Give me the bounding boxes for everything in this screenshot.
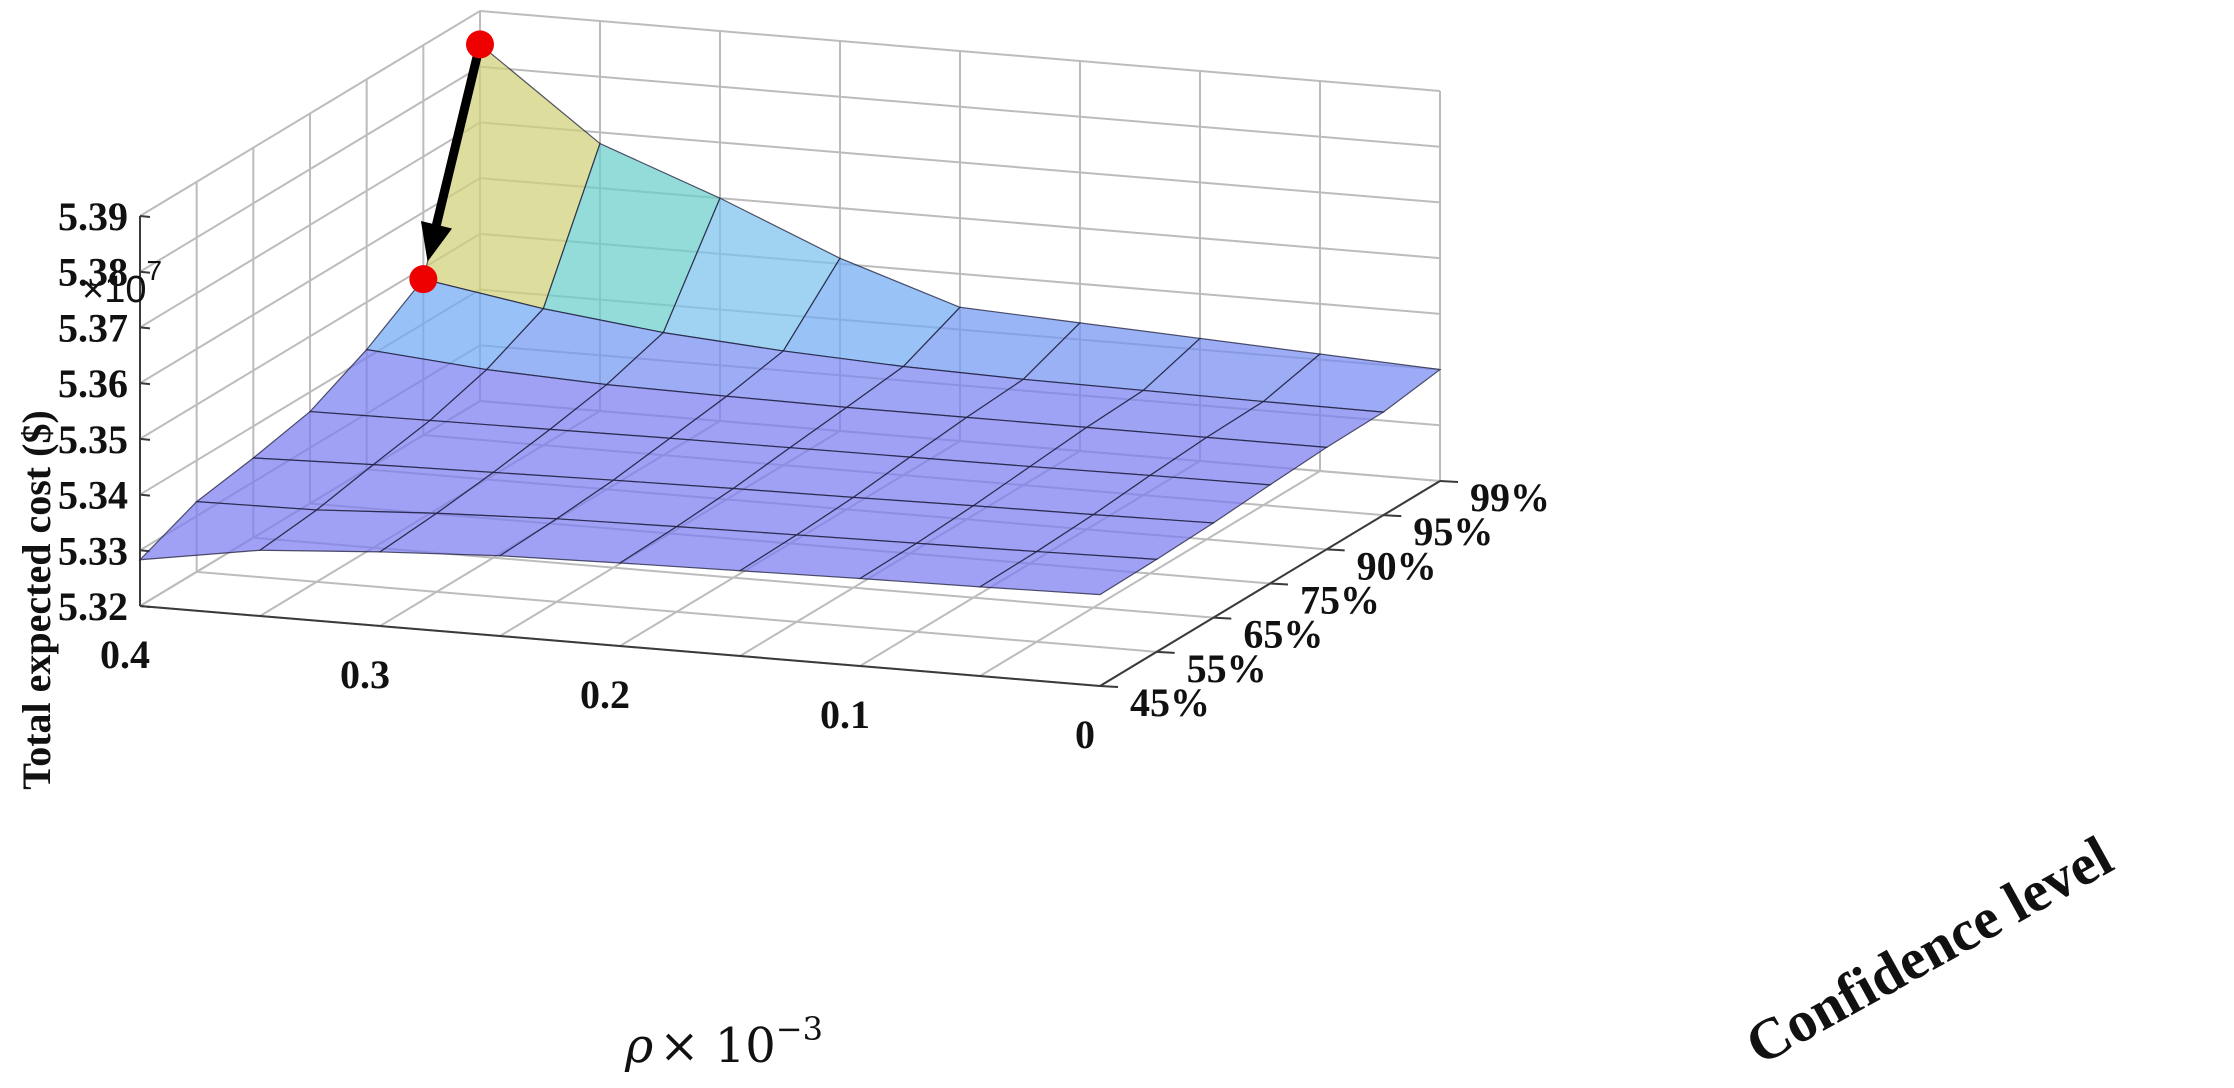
- z-tick-label: 5.33: [58, 528, 128, 573]
- x-axis-label-power: −3: [776, 1010, 823, 1048]
- highlight-marker: [466, 30, 494, 59]
- z-tick-mark: [139, 382, 151, 386]
- x-tick-label: 0: [1075, 712, 1095, 757]
- z-tick-mark: [139, 270, 151, 274]
- z-tick-label: 5.37: [58, 305, 128, 350]
- y-tick-label: 90%: [1357, 543, 1437, 588]
- z-tick-label: 5.38: [58, 250, 128, 295]
- y-tick-label: 75%: [1300, 578, 1380, 623]
- x-axis-label-symbol: ρ: [624, 1018, 653, 1074]
- z-exponent-label: ×107: [82, 255, 162, 311]
- z-tick-label: 5.35: [58, 417, 128, 462]
- x-tick-label: 0.3: [340, 652, 390, 697]
- z-tick-mark: [139, 215, 151, 218]
- surface-patch: [978, 550, 1159, 596]
- arrow-head: [420, 220, 453, 262]
- z-tick-mark: [139, 326, 151, 330]
- x-tick-label: 0.4: [100, 632, 150, 677]
- z-exponent-power: 7: [146, 255, 162, 286]
- y-tick-mark: [1099, 685, 1119, 688]
- z-tick-label: 5.32: [58, 584, 128, 629]
- x-axis-label: ρ × 10−3: [624, 1010, 823, 1074]
- y-tick-mark: [1439, 480, 1459, 483]
- x-tick-label: 0.2: [580, 672, 630, 717]
- y-tick-mark: [1269, 582, 1289, 586]
- floor-grid-line: [196, 570, 1157, 653]
- arrow-shaft: [431, 39, 485, 230]
- z-tick-mark: [139, 605, 151, 608]
- x-axis-line: [139, 605, 1101, 687]
- z-tick-label: 5.34: [58, 473, 128, 518]
- y-tick-mark: [1156, 650, 1175, 654]
- x-tick-label: 0.1: [820, 692, 870, 737]
- y-tick-label: 55%: [1187, 646, 1267, 691]
- z-tick-mark: [139, 437, 151, 441]
- z-axis-label: Total expected cost ($): [14, 410, 59, 790]
- y-tick-mark: [1383, 514, 1402, 518]
- y-tick-label: 65%: [1243, 612, 1323, 657]
- highlight-marker: [409, 265, 438, 294]
- y-tick-label: 45%: [1130, 680, 1210, 725]
- x-axis-label-text: × 10: [659, 1018, 776, 1074]
- overlay: 5.32 5.33 5.34 5.35 5.36 5.37 5.38 5.39 0.4 0.3 0.…: [58, 30, 1550, 757]
- z-exponent-base: ×10: [82, 269, 146, 311]
- y-axis-label: Confidence level: [1735, 823, 2123, 1077]
- y-tick-mark: [1213, 616, 1232, 620]
- z-tick-label: 5.36: [58, 361, 128, 406]
- y-tick-mark: [1326, 548, 1345, 552]
- surface: [138, 43, 1442, 596]
- z-tick-mark: [139, 493, 151, 497]
- z-tick-label: 5.39: [58, 194, 128, 239]
- y-tick-label: 95%: [1413, 509, 1493, 554]
- y-tick-label: 99%: [1470, 475, 1550, 520]
